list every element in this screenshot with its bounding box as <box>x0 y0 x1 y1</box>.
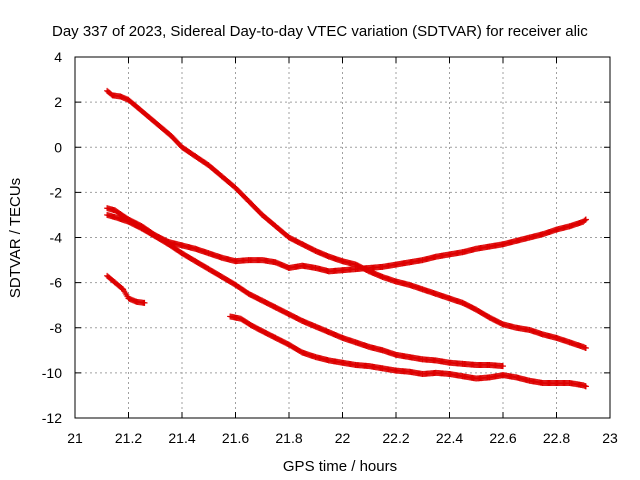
x-tick-label: 21.6 <box>222 430 249 446</box>
x-tick-label: 23 <box>602 430 618 446</box>
axis-ticks: 21 21.2 21.4 21.6 21.8 22 22.2 22.4 22.6 22.8 23 4 2… <box>42 49 618 446</box>
data-points <box>104 87 589 390</box>
data-point <box>582 345 589 352</box>
x-tick-label: 21.4 <box>168 430 195 446</box>
x-tick-label: 22 <box>335 430 351 446</box>
series-sat-b <box>104 205 589 275</box>
x-tick-label: 22.8 <box>543 430 570 446</box>
x-tick-label: 22.4 <box>436 430 463 446</box>
x-axis-label: GPS time / hours <box>283 458 397 475</box>
x-tick-label: 21 <box>67 430 83 446</box>
series-sat-c <box>104 211 506 370</box>
x-tick-label: 22.2 <box>382 430 409 446</box>
y-tick-label: -10 <box>42 365 62 381</box>
y-tick-label: -4 <box>50 230 63 246</box>
series-sat-e <box>227 313 589 390</box>
data-point <box>141 299 148 306</box>
y-axis-label: SDTVAR / TECUs <box>7 178 24 298</box>
x-tick-label: 22.6 <box>489 430 516 446</box>
data-point <box>582 383 589 390</box>
y-tick-label: -6 <box>50 275 63 291</box>
y-tick-label: 0 <box>54 139 62 155</box>
series-sat-d <box>104 272 148 306</box>
y-tick-label: -2 <box>50 184 63 200</box>
plot-frame <box>74 56 611 419</box>
data-point <box>500 363 506 370</box>
series-sat-a <box>104 87 589 352</box>
y-tick-label: 4 <box>54 49 62 65</box>
y-tick-label: -12 <box>42 410 62 426</box>
x-tick-label: 21.8 <box>275 430 302 446</box>
y-tick-label: -8 <box>50 320 63 336</box>
chart-title: Day 337 of 2023, Sidereal Day-to-day VTE… <box>52 23 588 40</box>
y-tick-label: 2 <box>54 94 62 110</box>
data-point <box>582 216 589 223</box>
x-tick-label: 21.2 <box>115 430 142 446</box>
